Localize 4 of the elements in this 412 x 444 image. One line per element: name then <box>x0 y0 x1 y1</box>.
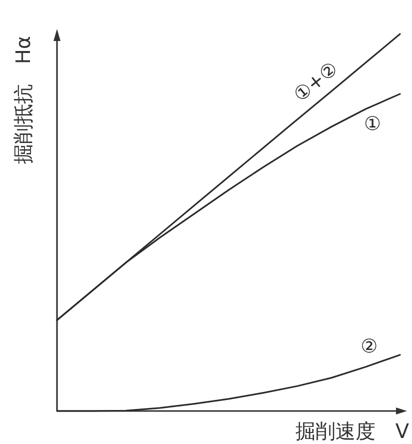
series-label: ① <box>364 113 382 135</box>
y-axis-title: 掘削抵抗 Hα <box>11 36 35 164</box>
series-label: ② <box>360 336 378 358</box>
x-axis-title: 掘削速度 V <box>295 419 410 443</box>
